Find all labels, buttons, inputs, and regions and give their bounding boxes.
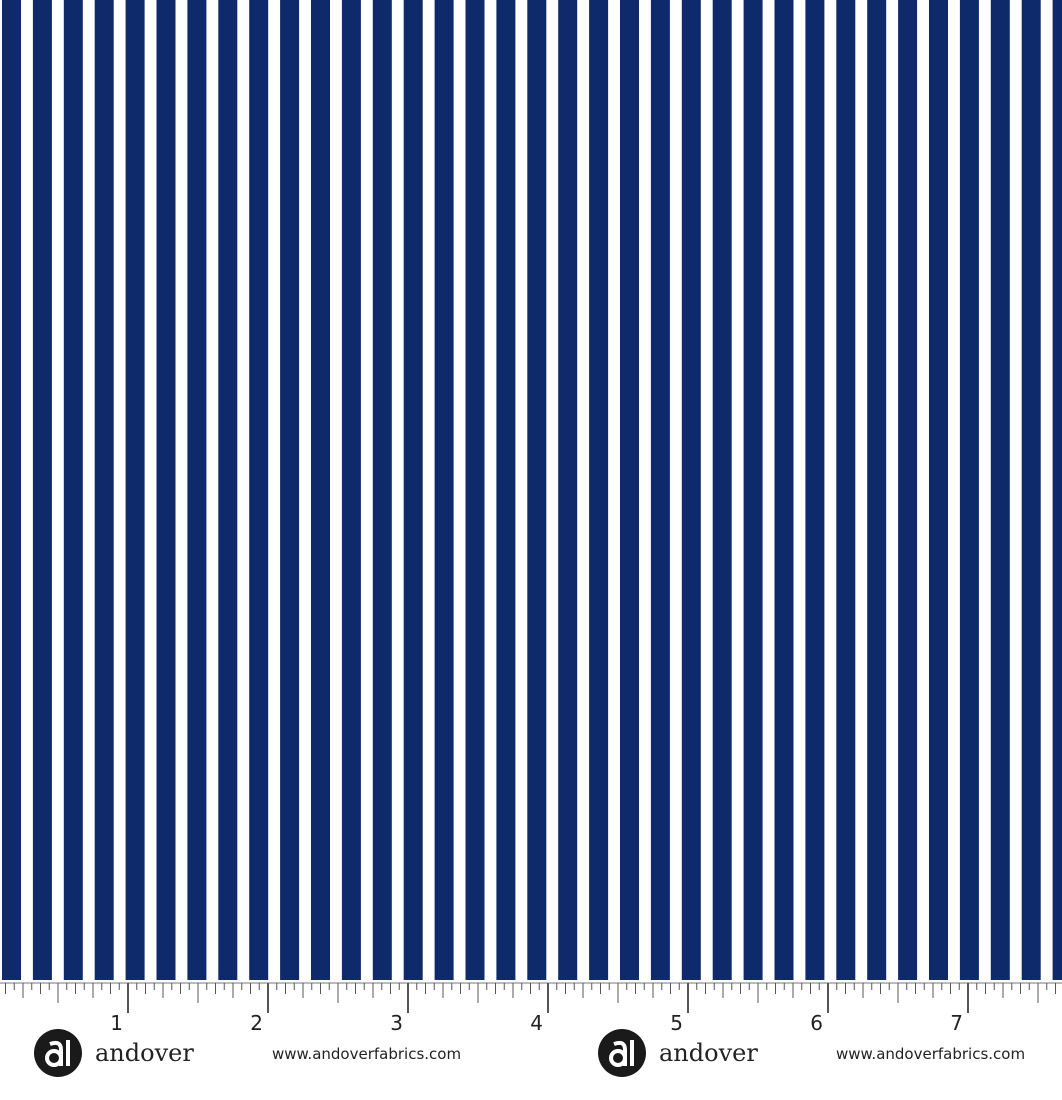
brand-name: andover — [659, 1039, 758, 1067]
navy-stripe — [465, 0, 485, 980]
navy-stripe — [929, 0, 948, 980]
navy-stripe — [156, 0, 176, 980]
navy-stripe — [125, 0, 145, 980]
ruler-label: 3 — [390, 1011, 403, 1035]
navy-stripe — [187, 0, 207, 980]
navy-stripe — [867, 0, 887, 980]
navy-stripe — [403, 0, 423, 980]
navy-stripe — [311, 0, 330, 980]
ruler-label: 5 — [670, 1011, 683, 1035]
brand-url: www.andoverfabrics.com — [272, 1045, 461, 1063]
navy-stripe — [249, 0, 269, 980]
navy-stripe — [32, 0, 52, 980]
navy-stripe — [774, 0, 794, 980]
navy-stripe — [712, 0, 732, 980]
navy-stripe — [1021, 0, 1041, 980]
navy-stripe — [496, 0, 516, 980]
navy-stripe — [434, 0, 454, 980]
navy-stripe — [527, 0, 547, 980]
navy-stripe — [218, 0, 238, 980]
navy-stripe — [836, 0, 856, 980]
ruler-label: 7 — [950, 1011, 963, 1035]
navy-stripe — [959, 0, 979, 980]
ruler-label: 6 — [810, 1011, 823, 1035]
navy-stripe — [743, 0, 763, 980]
navy-stripe — [650, 0, 670, 980]
navy-stripe — [681, 0, 701, 980]
navy-stripe — [558, 0, 578, 980]
navy-stripe — [898, 0, 918, 980]
navy-stripe — [589, 0, 609, 980]
brand-url: www.andoverfabrics.com — [836, 1045, 1025, 1063]
logo-mark — [613, 1040, 627, 1066]
logo-mark — [49, 1040, 63, 1066]
ruler-label: 2 — [250, 1011, 263, 1035]
ruler: 1 2 3 4 5 6 7 — [0, 982, 1062, 1035]
ruler-label: 4 — [530, 1011, 543, 1035]
navy-stripe — [63, 0, 83, 980]
navy-stripe — [94, 0, 114, 980]
navy-stripe — [990, 0, 1010, 980]
navy-stripe — [2, 0, 21, 980]
navy-stripe — [1052, 0, 1062, 980]
footer: andover www.andoverfabrics.com andover www.… — [34, 1029, 1025, 1077]
navy-stripe — [341, 0, 361, 980]
brand-name: andover — [95, 1039, 194, 1067]
stripes — [2, 0, 1062, 980]
navy-stripe — [372, 0, 392, 980]
navy-stripe — [280, 0, 300, 980]
navy-stripe — [805, 0, 825, 980]
ruler-label: 1 — [110, 1011, 123, 1035]
navy-stripe — [620, 0, 639, 980]
